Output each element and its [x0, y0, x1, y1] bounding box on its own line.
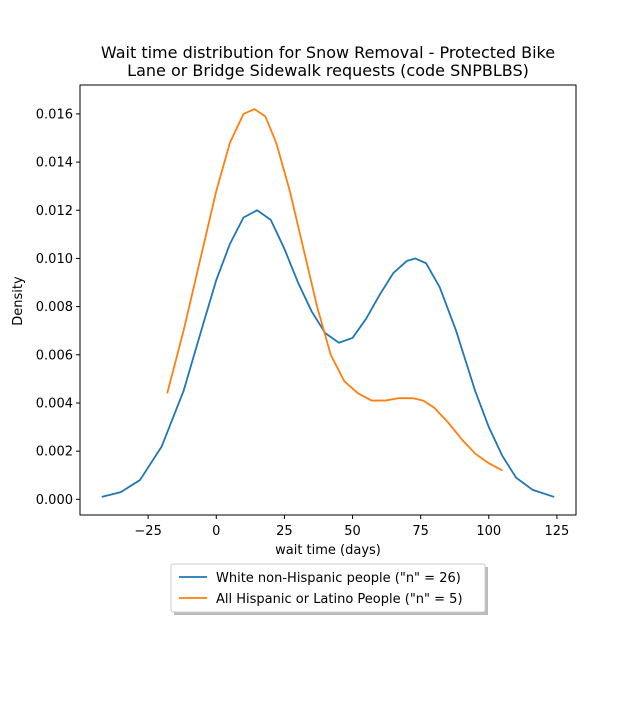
plot-frame	[79, 84, 577, 516]
legend: White non-Hispanic people ("n" = 26) All…	[170, 563, 488, 615]
y-axis-label: Density	[11, 276, 26, 326]
axes: −25 0 25 50 75 100 125 0.000 0.002 0.004 0.006 0.00…	[36, 84, 577, 539]
series-line-0	[101, 209, 555, 498]
y-tick-label: 0.002	[36, 445, 73, 460]
y-tick-label: 0.004	[36, 396, 73, 411]
x-tick-label: 0	[212, 524, 220, 539]
x-tick-label: 50	[344, 524, 361, 539]
chart-title: Wait time distribution for Snow Removal …	[101, 43, 555, 80]
x-axis-label: wait time (days)	[275, 543, 381, 558]
series-line-1	[166, 108, 503, 472]
x-tick-label: 75	[412, 524, 429, 539]
y-tick-label: 0.006	[36, 348, 73, 363]
legend-label-hispanic: All Hispanic or Latino People ("n" = 5)	[216, 592, 463, 607]
chart-title-line-1: Wait time distribution for Snow Removal …	[101, 43, 555, 62]
plot-area	[101, 108, 555, 498]
x-tick-label: 25	[276, 524, 293, 539]
chart-title-line-2: Lane or Bridge Sidewalk requests (code S…	[127, 61, 529, 80]
y-tick-label: 0.016	[36, 107, 73, 122]
y-tick-label: 0.014	[36, 156, 73, 171]
y-tick-label: 0.012	[36, 204, 73, 219]
y-tick-label: 0.008	[36, 300, 73, 315]
x-tick-label: 125	[545, 524, 570, 539]
x-tick-label: 100	[476, 524, 501, 539]
y-tick-label: 0.000	[36, 493, 73, 508]
legend-label-white: White non-Hispanic people ("n" = 26)	[216, 571, 461, 586]
legend-frame	[170, 563, 486, 613]
y-tick-label: 0.010	[36, 252, 73, 267]
x-tick-label: −25	[134, 524, 161, 539]
